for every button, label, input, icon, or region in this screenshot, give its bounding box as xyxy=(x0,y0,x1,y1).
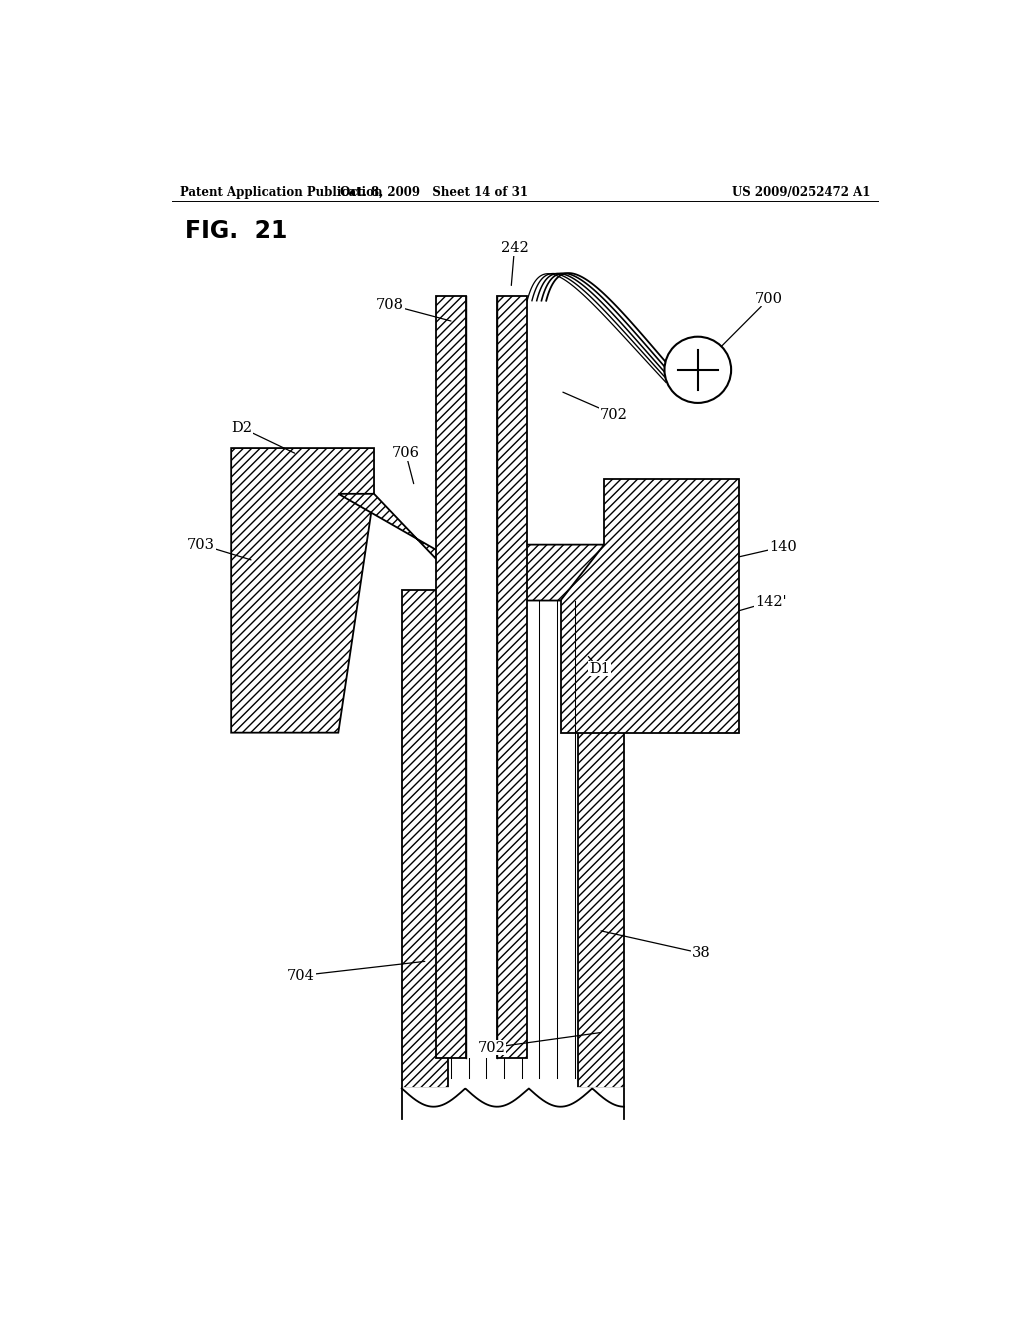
Ellipse shape xyxy=(665,337,731,403)
Text: 703: 703 xyxy=(187,537,251,560)
Polygon shape xyxy=(231,447,374,733)
Text: 702: 702 xyxy=(563,392,628,421)
Text: 708: 708 xyxy=(376,298,451,321)
Text: 706: 706 xyxy=(392,446,420,483)
Text: Oct. 8, 2009   Sheet 14 of 31: Oct. 8, 2009 Sheet 14 of 31 xyxy=(340,186,527,199)
Text: 140: 140 xyxy=(739,540,797,557)
Text: 38: 38 xyxy=(601,931,711,960)
Bar xyxy=(436,296,466,1057)
Text: FIG.  21: FIG. 21 xyxy=(185,219,288,243)
Polygon shape xyxy=(560,479,739,733)
Polygon shape xyxy=(497,545,604,601)
Bar xyxy=(447,590,578,1089)
Text: 704: 704 xyxy=(287,961,425,982)
Text: 702: 702 xyxy=(477,1032,601,1055)
Bar xyxy=(401,590,447,1089)
Bar xyxy=(497,296,527,1057)
Bar xyxy=(578,590,624,1089)
Text: 142': 142' xyxy=(739,594,786,611)
Text: US 2009/0252472 A1: US 2009/0252472 A1 xyxy=(731,186,870,199)
Text: 700: 700 xyxy=(721,292,783,347)
Polygon shape xyxy=(338,494,466,590)
Text: D1: D1 xyxy=(588,656,610,676)
Bar xyxy=(466,290,497,1057)
Text: 242: 242 xyxy=(501,242,528,285)
Text: Patent Application Publication: Patent Application Publication xyxy=(179,186,382,199)
Text: D2: D2 xyxy=(231,421,295,453)
